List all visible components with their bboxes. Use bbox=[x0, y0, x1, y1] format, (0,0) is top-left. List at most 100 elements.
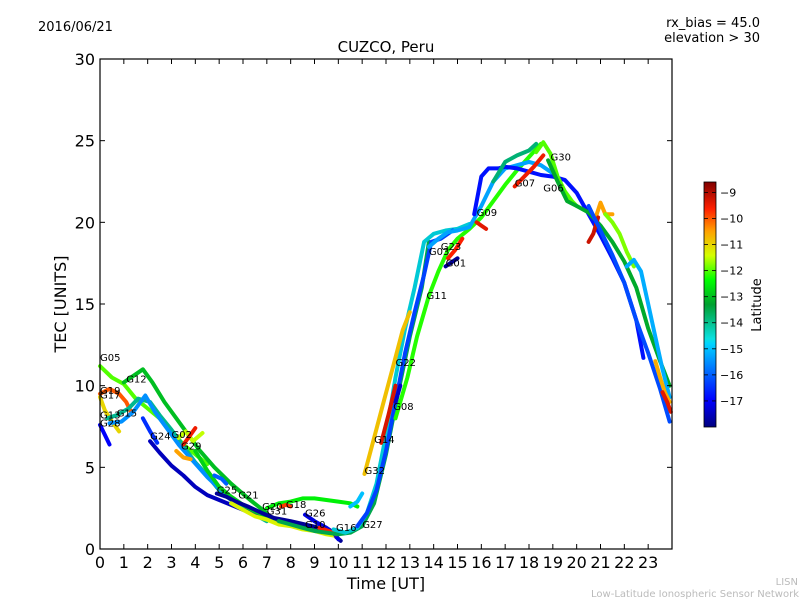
tec-series-line bbox=[534, 140, 579, 208]
tec-series-line bbox=[491, 141, 539, 184]
tec-series-line bbox=[140, 416, 160, 445]
satellite-label: G21 bbox=[238, 490, 258, 501]
x-tick-label: 23 bbox=[638, 553, 658, 572]
tec-series-line bbox=[474, 220, 489, 231]
tec-series-line bbox=[98, 386, 133, 414]
x-tick-label: 7 bbox=[262, 553, 272, 572]
satellite-label: G28 bbox=[100, 419, 120, 430]
y-tick-label: 30 bbox=[75, 50, 95, 69]
satellite-label: G06 bbox=[543, 183, 563, 194]
colorbar-ticks: −9 −10 −11 −12 −13 −14 −15 −16 −17 bbox=[704, 186, 743, 408]
colorbar-tick-label: −17 bbox=[720, 395, 743, 408]
tec-series-line bbox=[446, 236, 465, 261]
footer-network-short: LISN bbox=[776, 577, 798, 588]
colorbar bbox=[703, 181, 717, 428]
x-tick-label: 1 bbox=[119, 553, 129, 572]
annotation-elevation: elevation > 30 bbox=[664, 31, 760, 46]
tec-series-line bbox=[362, 310, 412, 476]
tec-series-line bbox=[348, 491, 365, 509]
x-tick-label: 14 bbox=[423, 553, 443, 572]
satellite-label: G05 bbox=[100, 353, 120, 364]
x-tick-label: 22 bbox=[614, 553, 634, 572]
satellite-label: G31 bbox=[267, 507, 287, 518]
tec-series-line bbox=[264, 496, 360, 511]
x-tick-label: 20 bbox=[566, 553, 586, 572]
tec-series-line bbox=[212, 473, 229, 486]
x-tick-label: 3 bbox=[166, 553, 176, 572]
satellite-label: G12 bbox=[126, 374, 146, 385]
tec-series-line bbox=[98, 422, 112, 447]
colorbar-tick-label: −15 bbox=[720, 343, 743, 356]
y-tick-label: 5 bbox=[85, 458, 95, 477]
colorbar-tick-label: −14 bbox=[720, 317, 743, 330]
x-tick-label: 12 bbox=[376, 553, 396, 572]
footer-network-full: Low-Latitude Ionospheric Sensor Network bbox=[591, 589, 799, 600]
tec-series-line bbox=[379, 383, 398, 445]
satellite-label: G32 bbox=[365, 466, 385, 477]
x-tick-label: 6 bbox=[238, 553, 248, 572]
tec-series-line bbox=[181, 426, 198, 447]
colorbar-tick-label: −10 bbox=[720, 212, 743, 225]
x-axis: 0 1 2 3 4 5 6 7 8 9 10 11 12 13 14 15 16 17 18 19 20 21 22 23 bbox=[95, 59, 658, 572]
colorbar-tick-label: −9 bbox=[720, 186, 736, 199]
x-tick-label: 21 bbox=[590, 553, 610, 572]
tec-series-line bbox=[653, 359, 672, 404]
x-tick-label: 19 bbox=[543, 553, 563, 572]
y-tick-label: 20 bbox=[75, 213, 95, 232]
tec-series-line bbox=[393, 383, 403, 404]
tec-series-line bbox=[512, 153, 546, 189]
satellite-label: G09 bbox=[477, 208, 497, 219]
x-tick-label: 8 bbox=[286, 553, 296, 572]
x-tick-label: 11 bbox=[352, 553, 372, 572]
x-axis-label: Time [UT] bbox=[346, 574, 425, 593]
colorbar-tick-label: −11 bbox=[720, 239, 743, 252]
satellite-label: G25 bbox=[217, 486, 237, 497]
x-tick-label: 0 bbox=[95, 553, 105, 572]
satellite-label: G14 bbox=[374, 435, 394, 446]
y-axis-label: TEC [UNITS] bbox=[51, 256, 70, 354]
satellite-label: G13 bbox=[100, 410, 120, 421]
tec-series-line bbox=[660, 390, 673, 414]
satellite-label: G01 bbox=[446, 258, 466, 269]
satellite-label: G08 bbox=[393, 402, 413, 413]
x-tick-label: 9 bbox=[309, 553, 319, 572]
satellite-label: G29 bbox=[181, 441, 201, 452]
satellite-label: G19 bbox=[100, 386, 120, 397]
colorbar-tick-label: −13 bbox=[720, 291, 743, 304]
x-tick-label: 5 bbox=[214, 553, 224, 572]
tec-series-line bbox=[593, 200, 615, 220]
x-tick-label: 13 bbox=[400, 553, 420, 572]
tec-series-line bbox=[426, 159, 555, 249]
satellite-label: G23 bbox=[441, 242, 461, 253]
satellite-label: G16 bbox=[336, 523, 356, 534]
colorbar-tick-label: −12 bbox=[720, 265, 743, 278]
satellite-label: G07 bbox=[515, 178, 535, 189]
y-tick-label: 25 bbox=[75, 132, 95, 151]
satellite-label: G03 bbox=[429, 247, 449, 258]
tec-series-line bbox=[603, 212, 636, 269]
tec-series-line bbox=[393, 141, 543, 421]
satellite-label: G18 bbox=[286, 500, 306, 511]
x-tick-label: 10 bbox=[328, 553, 348, 572]
tec-series-line bbox=[586, 204, 672, 424]
annotation-rx-bias: rx_bias = 45.0 bbox=[666, 16, 760, 31]
satellite-label: G26 bbox=[305, 508, 325, 519]
satellite-label: G02 bbox=[172, 430, 192, 441]
x-tick-label: 15 bbox=[447, 553, 467, 572]
satellite-label: G10 bbox=[305, 520, 325, 531]
x-tick-label: 18 bbox=[519, 553, 539, 572]
satellite-label: G30 bbox=[551, 152, 571, 163]
series-layer bbox=[98, 140, 673, 543]
y-tick-label: 15 bbox=[75, 295, 95, 314]
x-tick-label: 4 bbox=[190, 553, 200, 572]
satellite-label: G15 bbox=[117, 409, 137, 420]
satellite-label: G20 bbox=[262, 502, 282, 513]
tec-series-line bbox=[121, 367, 269, 516]
satellite-label: G22 bbox=[396, 358, 416, 369]
satellite-label: G24 bbox=[150, 432, 170, 443]
colorbar-label: Latitude bbox=[750, 278, 765, 332]
tec-series-line bbox=[546, 158, 672, 388]
tec-series-line bbox=[279, 502, 293, 509]
y-tick-label: 10 bbox=[75, 377, 95, 396]
